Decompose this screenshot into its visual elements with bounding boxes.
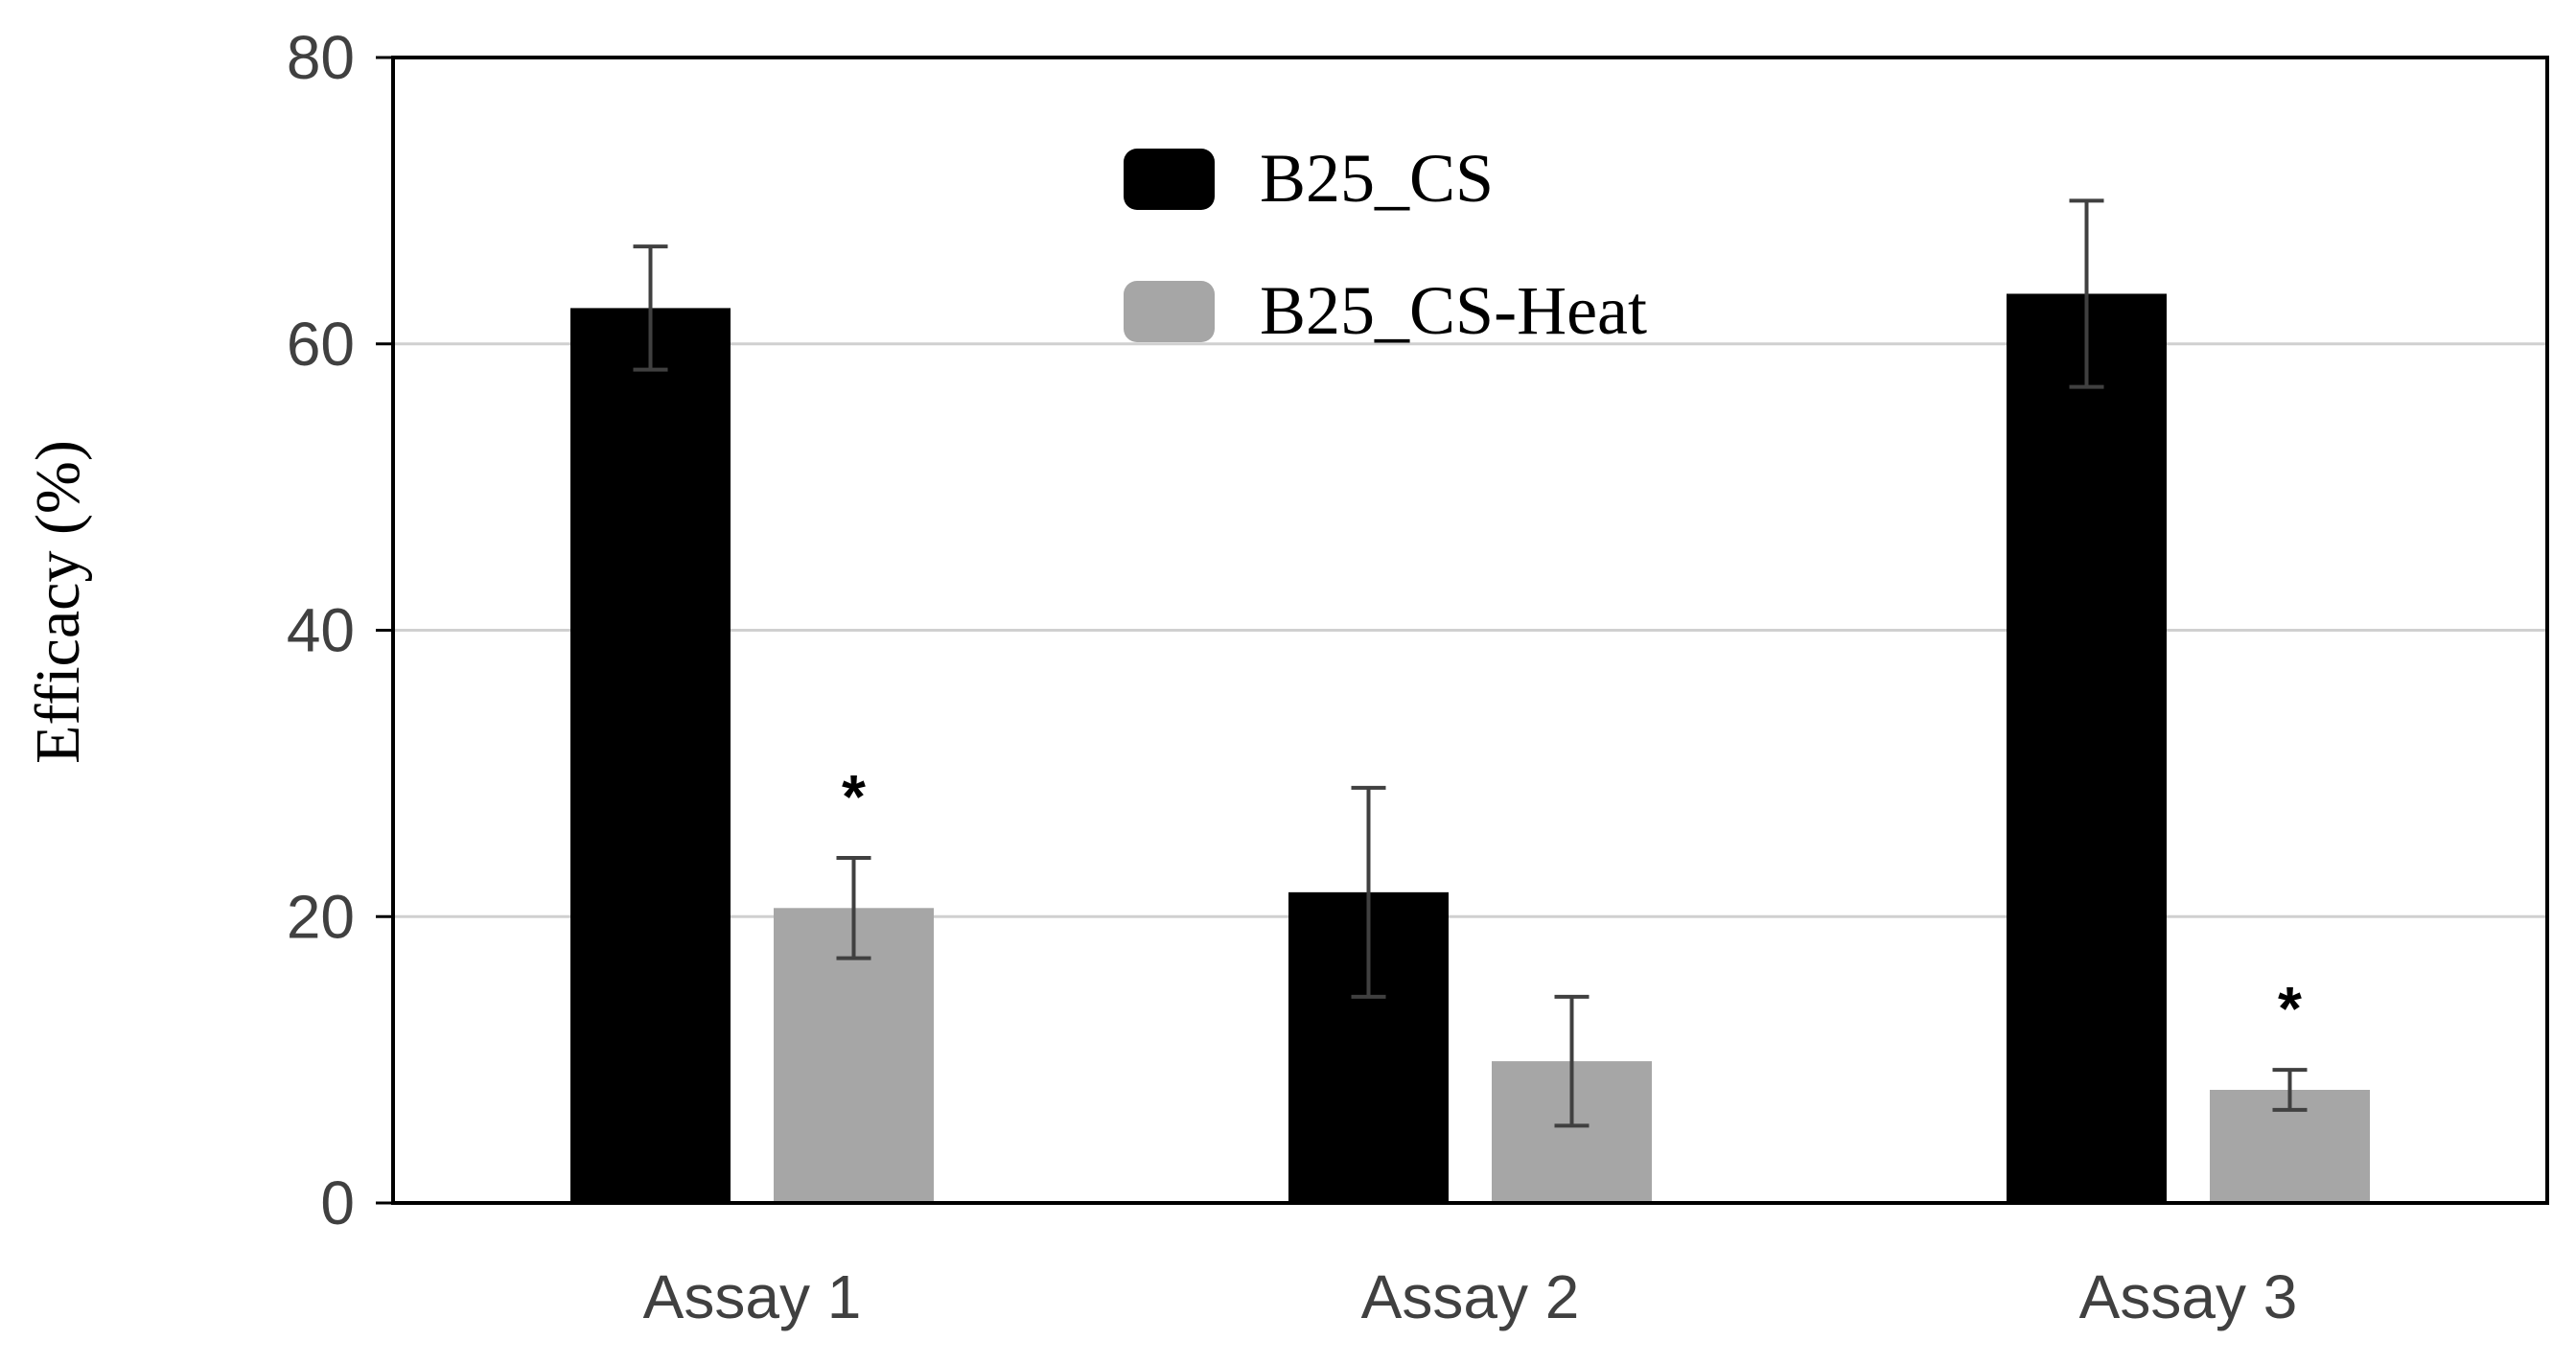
y-tick-label: 40 (287, 596, 355, 665)
bars (570, 293, 2370, 1203)
significance-marker: * (2278, 974, 2302, 1043)
plot-frame (391, 56, 2549, 1205)
significance-marker: * (842, 762, 866, 831)
legend-label: B25_CS-Heat (1260, 272, 1647, 349)
labels: 0 20 40 60 80 Assay 1 Assay 2 Assay 3 * * (287, 23, 2302, 1331)
gridlines (393, 342, 2547, 918)
y-tick-label: 20 (287, 882, 355, 951)
error-bars (633, 198, 2308, 1128)
legend: B25_CS B25_CS-Heat (1124, 140, 1647, 349)
x-category-label: Assay 2 (1361, 1262, 1580, 1331)
bar (2007, 293, 2167, 1203)
y-tick-label: 60 (287, 310, 355, 379)
bar (570, 308, 731, 1203)
axes (376, 56, 2549, 1205)
x-category-label: Assay 1 (643, 1262, 862, 1331)
legend-swatch (1124, 281, 1215, 342)
x-category-label: Assay 3 (2079, 1262, 2298, 1331)
y-tick-label: 80 (287, 23, 355, 92)
legend-label: B25_CS (1260, 140, 1494, 217)
y-axis-label: Efficacy (%) (23, 440, 93, 764)
y-tick-label: 0 (320, 1168, 355, 1237)
legend-swatch (1124, 149, 1215, 210)
